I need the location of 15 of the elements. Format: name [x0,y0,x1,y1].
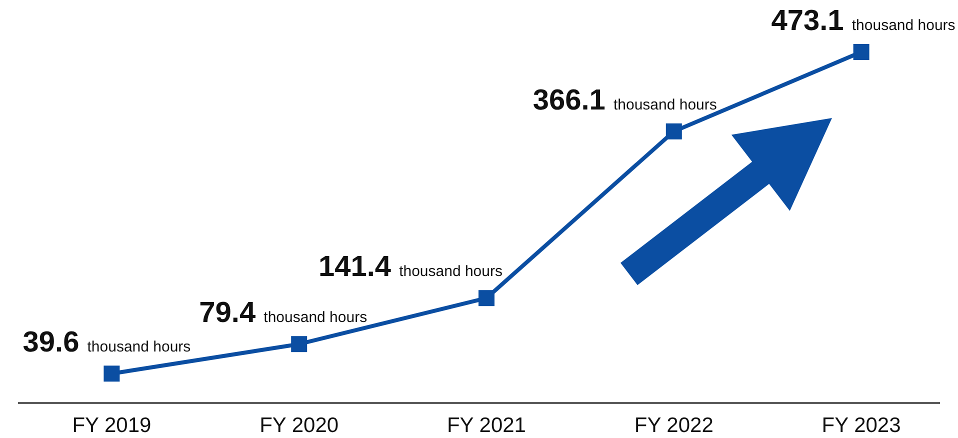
x-tick-label: FY 2022 [634,414,714,437]
point [104,366,120,382]
data-label: 473.1 thousand hours [771,5,956,37]
data-label: 366.1 thousand hours [532,84,717,116]
data-label: 79.4 thousand hours [199,297,368,330]
point [291,336,308,352]
x-tick-label: FY 2020 [260,414,339,437]
x-tick-label: FY 2021 [446,414,526,437]
x-tick-label: FY 2023 [822,414,901,437]
data-label: 39.6 thousand hours [22,326,191,359]
point [478,290,494,306]
x-tick-label: FY 2019 [72,414,152,437]
data-label: 141.4 thousand hours [318,251,502,284]
point [666,123,682,140]
point [853,44,870,60]
